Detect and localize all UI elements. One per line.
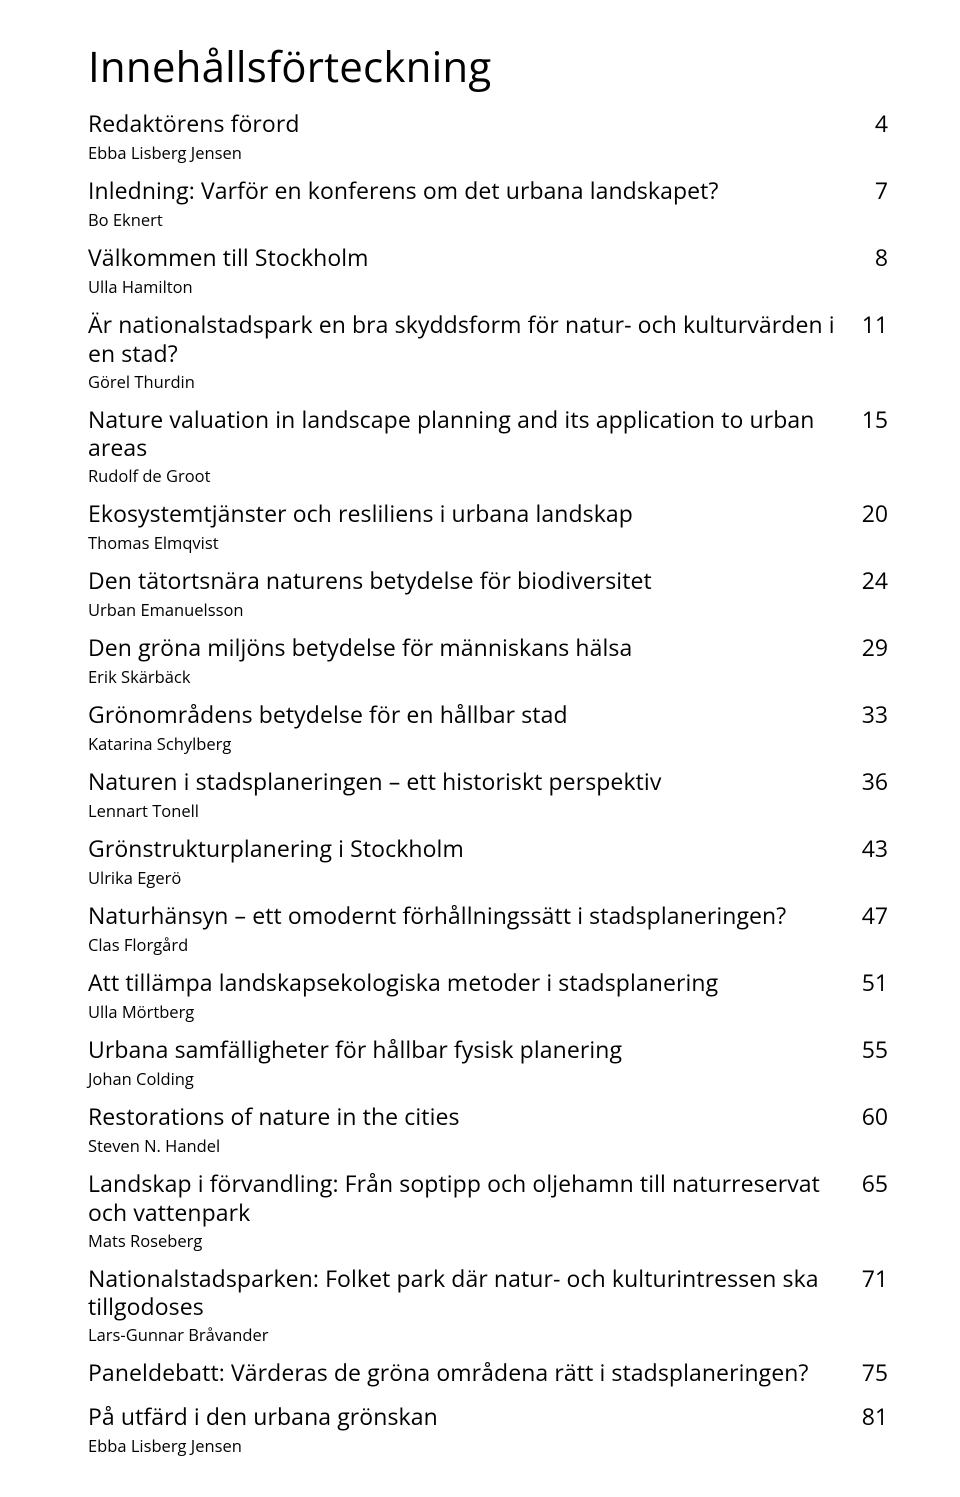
toc-entry-title: Paneldebatt: Värderas de gröna områdena … (88, 1358, 809, 1387)
toc-entry-row: Grönområdens betydelse för en hållbar st… (88, 698, 888, 730)
toc-entry-page-number: 65 (854, 1167, 888, 1199)
toc-entry-row: Är nationalstadspark en bra skyddsform f… (88, 308, 888, 368)
toc-entry-title: Naturen i stadsplaneringen – ett histori… (88, 767, 661, 796)
toc-entry-author: Johan Colding (88, 1067, 888, 1090)
toc-entry-title: Nationalstadsparken: Folket park där nat… (88, 1264, 842, 1322)
toc-item: Urbana samfälligheter för hållbar fysisk… (88, 1033, 888, 1090)
page: Innehållsförteckning Redaktörens förord 4… (0, 0, 960, 1497)
toc-entry-row: Inledning: Varför en konferens om det ur… (88, 174, 888, 206)
toc-item: Ekosystemtjänster och resliliens i urban… (88, 497, 888, 554)
toc-entry-page-number: 60 (854, 1100, 888, 1132)
toc-entry-row: Att tillämpa landskapsekologiska metoder… (88, 966, 888, 998)
toc-item: Grönområdens betydelse för en hållbar st… (88, 698, 888, 755)
toc-entry-page-number: 7 (854, 174, 888, 206)
toc-entry-author: Rudolf de Groot (88, 464, 888, 487)
toc-item: På utfärd i den urbana grönskan 81Ebba Li… (88, 1400, 888, 1457)
toc-item: Naturhänsyn – ett omodernt förhållningss… (88, 899, 888, 956)
toc-item: Inledning: Varför en konferens om det ur… (88, 174, 888, 231)
toc-entry-row: Välkommen till Stockholm 8 (88, 241, 888, 273)
toc-entry-title: Naturhänsyn – ett omodernt förhållningss… (88, 901, 786, 930)
toc-entry-row: Restorations of nature in the cities 60 (88, 1100, 888, 1132)
toc-entry-title: Den gröna miljöns betydelse för människa… (88, 633, 632, 662)
toc-entry-author: Bo Eknert (88, 208, 888, 231)
toc-entry-page-number: 36 (854, 765, 888, 797)
toc-entry-row: På utfärd i den urbana grönskan 81 (88, 1400, 888, 1432)
toc-entry-row: Urbana samfälligheter för hållbar fysisk… (88, 1033, 888, 1065)
toc-entry-title: Välkommen till Stockholm (88, 243, 369, 272)
toc-entry-page-number: 20 (854, 497, 888, 529)
toc-entry-title: Grönstrukturplanering i Stockholm (88, 834, 464, 863)
toc-entry-author: Thomas Elmqvist (88, 531, 888, 554)
toc-entry-row: Redaktörens förord 4 (88, 107, 888, 139)
toc-item: Nationalstadsparken: Folket park där nat… (88, 1262, 888, 1347)
toc-entry-row: Naturhänsyn – ett omodernt förhållningss… (88, 899, 888, 931)
toc-item: Paneldebatt: Värderas de gröna områdena … (88, 1356, 888, 1390)
toc-item: Grönstrukturplanering i Stockholm 43Ulrik… (88, 832, 888, 889)
toc-item: Välkommen till Stockholm 8Ulla Hamilton (88, 241, 888, 298)
toc-item: Redaktörens förord 4Ebba Lisberg Jensen (88, 107, 888, 164)
toc-entry-title: Nature valuation in landscape planning a… (88, 405, 842, 463)
toc-entry-title: Den tätortsnära naturens betydelse för b… (88, 566, 652, 595)
toc-entry-author: Ulrika Egerö (88, 866, 888, 889)
toc-entry-page-number: 71 (854, 1262, 888, 1294)
toc-entry-title: Restorations of nature in the cities (88, 1102, 460, 1131)
toc-entry-author: Steven N. Handel (88, 1134, 888, 1157)
toc-entry-page-number: 4 (854, 107, 888, 139)
toc-entry-author: Görel Thurdin (88, 370, 888, 393)
toc-entry-row: Nature valuation in landscape planning a… (88, 403, 888, 463)
toc-entry-title: Ekosystemtjänster och resliliens i urban… (88, 499, 633, 528)
toc-item: Att tillämpa landskapsekologiska metoder… (88, 966, 888, 1023)
toc-item: Den tätortsnära naturens betydelse för b… (88, 564, 888, 621)
toc-item: Landskap i förvandling: Från soptipp och… (88, 1167, 888, 1252)
toc-entry-author: Erik Skärbäck (88, 665, 888, 688)
toc-entry-author: Ebba Lisberg Jensen (88, 1434, 888, 1457)
toc-entry-title: Landskap i förvandling: Från soptipp och… (88, 1169, 842, 1227)
toc-entry-author: Ulla Hamilton (88, 275, 888, 298)
toc-entry-author: Katarina Schylberg (88, 732, 888, 755)
toc-entry-row: Naturen i stadsplaneringen – ett histori… (88, 765, 888, 797)
toc-item: Restorations of nature in the cities 60St… (88, 1100, 888, 1157)
toc-entry-page-number: 29 (854, 631, 888, 663)
toc-entry-title: Inledning: Varför en konferens om det ur… (88, 176, 719, 205)
toc-item: Naturen i stadsplaneringen – ett histori… (88, 765, 888, 822)
toc-entry-row: Den gröna miljöns betydelse för människa… (88, 631, 888, 663)
toc-entry-author: Lars-Gunnar Bråvander (88, 1323, 888, 1346)
toc-item: Är nationalstadspark en bra skyddsform f… (88, 308, 888, 393)
toc-entry-author: Ulla Mörtberg (88, 1000, 888, 1023)
toc-entry-title: Urbana samfälligheter för hållbar fysisk… (88, 1035, 622, 1064)
toc-entry-title: Redaktörens förord (88, 109, 300, 138)
toc-entry-page-number: 47 (854, 899, 888, 931)
toc-entry-page-number: 8 (854, 241, 888, 273)
toc-entry-author: Lennart Tonell (88, 799, 888, 822)
toc-entry-title: Att tillämpa landskapsekologiska metoder… (88, 968, 718, 997)
toc-entry-page-number: 81 (854, 1400, 888, 1432)
toc-entry-row: Paneldebatt: Värderas de gröna områdena … (88, 1356, 888, 1388)
toc-entry-page-number: 24 (854, 564, 888, 596)
toc-entry-row: Nationalstadsparken: Folket park där nat… (88, 1262, 888, 1322)
toc-entry-page-number: 51 (854, 966, 888, 998)
toc-item: Nature valuation in landscape planning a… (88, 403, 888, 488)
toc-entry-row: Landskap i förvandling: Från soptipp och… (88, 1167, 888, 1227)
toc-item: Den gröna miljöns betydelse för människa… (88, 631, 888, 688)
table-of-contents: Redaktörens förord4Ebba Lisberg JensenIn… (88, 107, 888, 1457)
toc-entry-author: Clas Florgård (88, 933, 888, 956)
toc-entry-author: Mats Roseberg (88, 1229, 888, 1252)
toc-entry-title: På utfärd i den urbana grönskan (88, 1402, 438, 1431)
toc-entry-page-number: 43 (854, 832, 888, 864)
toc-entry-page-number: 11 (854, 308, 888, 340)
toc-entry-page-number: 55 (854, 1033, 888, 1065)
toc-entry-title: Är nationalstadspark en bra skyddsform f… (88, 310, 842, 368)
toc-entry-row: Den tätortsnära naturens betydelse för b… (88, 564, 888, 596)
toc-entry-author: Ebba Lisberg Jensen (88, 141, 888, 164)
document-title: Innehållsförteckning (88, 38, 888, 95)
toc-entry-page-number: 15 (854, 403, 888, 435)
toc-entry-title: Grönområdens betydelse för en hållbar st… (88, 700, 568, 729)
toc-entry-author: Urban Emanuelsson (88, 598, 888, 621)
toc-entry-row: Ekosystemtjänster och resliliens i urban… (88, 497, 888, 529)
toc-entry-row: Grönstrukturplanering i Stockholm 43 (88, 832, 888, 864)
toc-entry-page-number: 33 (854, 698, 888, 730)
toc-entry-page-number: 75 (854, 1356, 888, 1388)
